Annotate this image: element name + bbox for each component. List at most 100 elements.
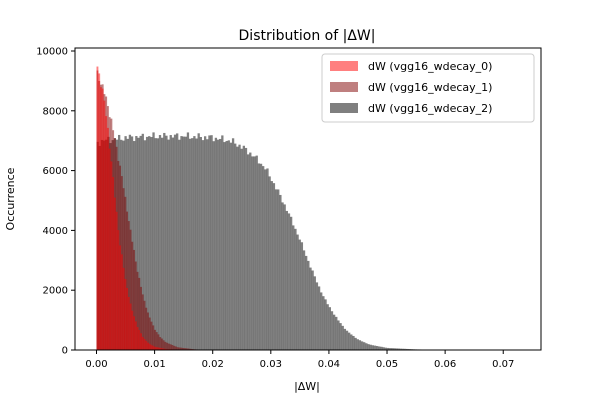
histogram-bar [195, 138, 198, 350]
histogram-bar [315, 282, 319, 350]
histogram-bar [238, 144, 241, 350]
histogram-bar [143, 338, 146, 350]
histogram-bar [320, 292, 323, 350]
histogram-bar [262, 166, 265, 350]
histogram-bar [150, 321, 153, 350]
histogram-bar [322, 296, 325, 350]
histogram-bar [393, 348, 396, 350]
histogram-bar [348, 332, 351, 350]
histogram-bar [257, 163, 261, 350]
x-tick-label: 0.03 [260, 359, 282, 370]
histogram-bar [188, 348, 191, 350]
histogram-bar [283, 204, 286, 350]
histogram-bar [133, 316, 135, 350]
x-tick-label: 0.01 [143, 359, 165, 370]
histogram-bar [173, 345, 176, 350]
histogram-bar [242, 145, 245, 350]
histogram-bar [199, 137, 202, 350]
histogram-bar [129, 303, 132, 350]
histogram-bar [131, 241, 134, 350]
histogram-bar [127, 296, 130, 350]
histogram-bar [156, 138, 159, 350]
y-tick-label: 0 [62, 346, 68, 357]
histogram-bar [122, 267, 125, 350]
histogram-bar [134, 321, 137, 350]
histogram-bar [197, 133, 200, 350]
histogram-bar [234, 143, 237, 350]
legend-frame [321, 53, 535, 123]
histogram-bar [203, 136, 207, 350]
histogram-bar [279, 194, 282, 350]
histogram-bar [223, 142, 226, 350]
histogram-bar [193, 136, 196, 350]
histogram-bar [311, 270, 314, 350]
histogram-bar [253, 156, 256, 350]
histogram-bar [137, 137, 140, 350]
y-tick-label: 10000 [36, 46, 68, 57]
histogram-bar [384, 347, 387, 350]
histogram-bar [140, 286, 142, 350]
histogram-bar [148, 343, 151, 350]
histogram-bar [277, 189, 280, 350]
histogram-bar [176, 133, 179, 350]
legend-label-1: dW (vgg16_wdecay_1) [368, 81, 492, 94]
histogram-bar [158, 135, 162, 350]
histogram-bar [386, 347, 390, 350]
histogram-bar [201, 140, 205, 350]
x-tick-label: 0.00 [85, 359, 107, 370]
histogram-bar [391, 348, 394, 350]
histogram-bar [332, 314, 336, 350]
histogram-bar [110, 161, 113, 350]
histogram-bar [246, 154, 250, 350]
histogram-bar [212, 141, 215, 350]
histogram-bar [113, 197, 116, 350]
histogram-bar [152, 345, 155, 350]
histogram-bar [208, 135, 211, 350]
series-0-bars [96, 66, 184, 351]
histogram-bar [115, 211, 118, 350]
histogram-bar [219, 138, 222, 350]
legend-swatch-1 [330, 82, 358, 92]
legend-label-2: dW (vgg16_wdecay_2) [368, 102, 492, 115]
histogram-bar [155, 347, 158, 350]
histogram-bar [180, 347, 183, 350]
histogram-bar [145, 136, 149, 350]
plot-frame [74, 47, 542, 351]
x-axis-ticks: 0.00 0.01 0.02 0.03 0.04 0.05 0.06 0.07 [85, 350, 514, 370]
histogram-bar [399, 348, 402, 350]
histogram-bar [162, 340, 165, 350]
histogram-bar [188, 138, 192, 350]
histogram-bar [225, 140, 228, 350]
histogram-bars [96, 66, 514, 351]
y-tick-label: 8000 [43, 106, 68, 117]
histogram-bar [136, 271, 139, 350]
histogram-bar [105, 116, 108, 350]
histogram-bar [143, 300, 146, 350]
histogram-bar [148, 317, 151, 350]
histogram-bar [382, 347, 385, 350]
x-tick-label: 0.07 [492, 359, 514, 370]
histogram-bar [395, 348, 398, 350]
histogram-bar [159, 337, 162, 350]
histogram-bar [167, 139, 170, 350]
histogram-bar [287, 213, 291, 350]
histogram-bar [268, 176, 271, 350]
histogram-bar [106, 127, 109, 351]
histogram-bar [326, 304, 329, 350]
y-tick-label: 6000 [43, 166, 68, 177]
histogram-bar [352, 335, 355, 350]
histogram-bar [141, 133, 144, 350]
histogram-bar [309, 267, 312, 350]
histogram-bar [145, 340, 148, 350]
histogram-bar [296, 234, 299, 350]
x-tick-label: 0.04 [318, 359, 340, 370]
histogram-bar [154, 138, 157, 350]
histogram-bar [274, 189, 278, 350]
histogram-bar [360, 341, 364, 350]
histogram-bar [147, 342, 149, 350]
histogram-bar [141, 336, 144, 350]
histogram-bar [401, 348, 405, 350]
histogram-bar [157, 334, 160, 350]
histogram-bar [141, 294, 144, 350]
histogram-bar [117, 230, 120, 350]
